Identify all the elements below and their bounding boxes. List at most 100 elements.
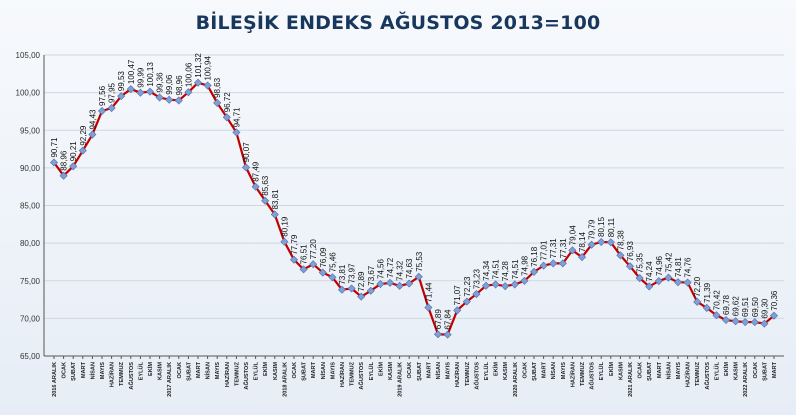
data-label: 70,42	[712, 290, 721, 311]
data-label: 97,95	[108, 82, 117, 103]
data-point	[425, 304, 432, 311]
data-label: 100,06	[184, 62, 193, 87]
data-label: 80,11	[607, 217, 616, 237]
data-label: 90,07	[242, 142, 251, 163]
x-tick-label: AĞUSTOS	[472, 362, 480, 390]
data-point	[684, 279, 691, 286]
data-point	[242, 164, 249, 171]
data-label: 69,51	[741, 296, 750, 317]
data-label: 74,76	[684, 257, 693, 278]
x-tick-label: ŞUBAT	[71, 361, 77, 380]
x-tick-label: KASIM	[618, 362, 624, 380]
data-label: 80,15	[597, 216, 606, 237]
x-tick-label: EYLÜL	[713, 361, 720, 380]
data-point	[598, 238, 605, 245]
x-tick-label: KASIM	[734, 362, 740, 380]
data-point	[502, 283, 509, 290]
series-line	[54, 83, 774, 335]
x-tick-label: NİSAN	[205, 362, 212, 379]
y-tick-label: 95,00	[20, 126, 41, 135]
data-point	[492, 281, 499, 288]
x-tick-label: HAZİRAN	[109, 362, 116, 387]
data-point	[434, 331, 441, 338]
data-label: 71,44	[424, 282, 433, 303]
x-tick-label: OCAK	[407, 362, 413, 378]
x-tick-label: EYLÜL	[598, 361, 605, 380]
data-label: 78,14	[578, 232, 587, 253]
x-tick-label: MART	[542, 361, 548, 378]
x-tick-label: EKİM	[147, 362, 154, 376]
data-label: 69,50	[751, 297, 760, 318]
data-label: 97,56	[98, 85, 107, 106]
x-tick-label: EYLÜL	[368, 361, 375, 380]
data-point	[665, 274, 672, 281]
data-label: 96,72	[223, 92, 232, 113]
x-tick-label: 2016 ARALIK	[52, 362, 58, 397]
y-tick-label: 65,00	[20, 352, 41, 361]
x-tick-label: OCAK	[62, 362, 68, 378]
data-label: 72,89	[357, 271, 366, 292]
x-tick-label: ŞUBAT	[647, 361, 653, 380]
data-label: 77,31	[549, 238, 558, 259]
x-tick-label: AĞUSTOS	[357, 362, 365, 390]
y-tick-label: 90,00	[20, 164, 41, 173]
y-tick-label: 75,00	[20, 277, 41, 286]
x-tick-label: MART	[311, 361, 317, 378]
x-tick-label: 2022 ARALIK	[743, 362, 749, 397]
x-tick-label: AĞUSTOS	[703, 362, 711, 390]
data-label: 74,51	[492, 259, 501, 280]
data-label: 69,62	[732, 296, 741, 317]
data-label: 74,32	[396, 260, 405, 281]
x-tick-label: ŞUBAT	[302, 361, 308, 380]
data-label: 77,31	[559, 238, 568, 259]
x-tick-label: MAYIS	[215, 362, 221, 379]
data-point	[751, 319, 758, 326]
x-tick-label: KASIM	[503, 362, 509, 380]
data-label: 99,53	[117, 71, 126, 92]
data-label: 74,72	[386, 257, 395, 278]
x-tick-label: OCAK	[522, 362, 528, 378]
data-label: 76,18	[530, 246, 539, 267]
data-label: 76,09	[319, 247, 328, 268]
x-tick-label: OCAK	[292, 362, 298, 378]
data-label: 67,89	[434, 309, 443, 330]
data-label: 69,30	[760, 298, 769, 319]
data-label: 74,56	[376, 258, 385, 279]
x-tick-label: AĞUSTOS	[242, 362, 250, 390]
x-tick-label: 2019 ARALIK	[398, 362, 404, 397]
data-point	[396, 282, 403, 289]
data-label: 88,96	[60, 150, 69, 171]
x-tick-label: HAZİRAN	[339, 362, 346, 387]
x-tick-label: OCAK	[638, 362, 644, 378]
x-tick-label: 2018 ARALIK	[282, 362, 288, 397]
data-point	[674, 279, 681, 286]
data-label: 101,32	[194, 53, 203, 78]
y-tick-label: 80,00	[20, 239, 41, 248]
data-label: 73,23	[472, 268, 481, 289]
x-tick-label: NİSAN	[550, 362, 557, 379]
data-label: 75,53	[415, 251, 424, 272]
x-tick-label: 2020 ARALIK	[513, 362, 519, 397]
data-label: 99,99	[136, 67, 145, 88]
data-label: 72,23	[463, 276, 472, 297]
data-label: 100,47	[127, 59, 136, 84]
data-label: 72,20	[693, 276, 702, 297]
data-point	[722, 316, 729, 323]
data-point	[511, 281, 518, 288]
data-label: 77,79	[290, 234, 299, 255]
data-label: 90,21	[69, 141, 78, 162]
x-tick-label: OCAK	[177, 362, 183, 378]
data-label: 74,28	[501, 261, 510, 282]
data-point	[98, 107, 105, 114]
data-label: 75,46	[328, 252, 337, 273]
data-label: 83,81	[271, 189, 280, 210]
data-label: 100,13	[146, 62, 155, 87]
data-label: 100,94	[204, 56, 213, 81]
data-label: 74,51	[511, 259, 520, 280]
data-label: 73,97	[348, 263, 357, 284]
x-tick-label: MAYIS	[561, 362, 567, 379]
data-point	[137, 89, 144, 96]
x-tick-label: MART	[772, 361, 778, 378]
y-tick-label: 70,00	[20, 314, 41, 323]
